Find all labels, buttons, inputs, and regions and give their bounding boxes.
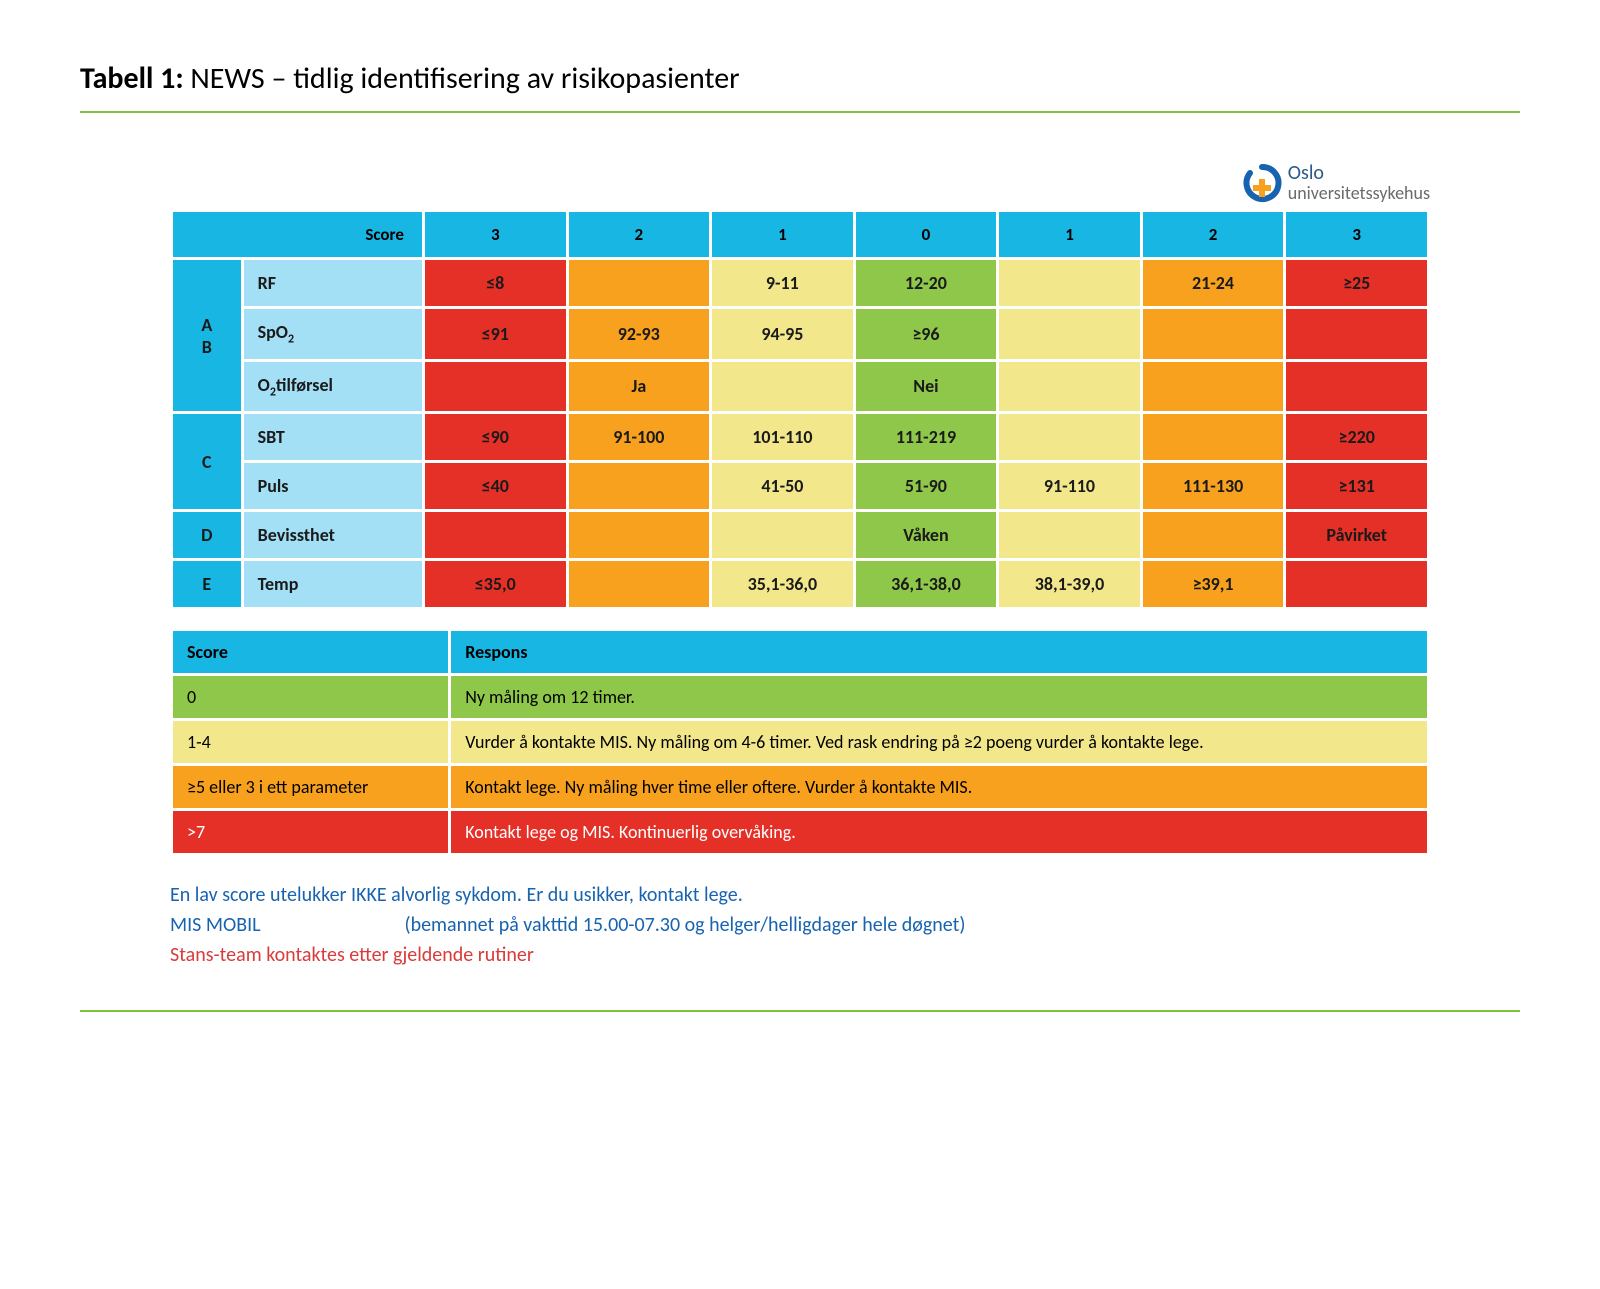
score-header: 1 [712, 212, 853, 257]
mis-mobil-label: MIS MOBIL [170, 910, 400, 940]
score-cell: 92-93 [569, 309, 710, 359]
score-cell: ≥25 [1286, 260, 1427, 306]
score-cell: 91-100 [569, 414, 710, 460]
divider-top [80, 111, 1520, 113]
response-score: ≥5 eller 3 i ett parameter [173, 766, 448, 808]
logo-line2: universitetssykehus [1288, 184, 1430, 203]
score-cell [569, 512, 710, 558]
score-cell [569, 463, 710, 509]
score-cell: 41-50 [712, 463, 853, 509]
score-cell: 36,1-38,0 [856, 561, 997, 607]
logo-line1: Oslo [1288, 163, 1430, 184]
response-text: Vurder å kontakte MIS. Ny måling om 4-6 … [451, 721, 1427, 763]
score-cell: ≤91 [425, 309, 566, 359]
notes-block: En lav score utelukker IKKE alvorlig syk… [170, 880, 1430, 970]
score-cell: ≤35,0 [425, 561, 566, 607]
score-cell: ≥131 [1286, 463, 1427, 509]
score-cell [1143, 414, 1284, 460]
score-cell: Ja [569, 362, 710, 412]
title-rest: NEWS – tidlig identifisering av risikopa… [184, 60, 740, 97]
score-cell [569, 260, 710, 306]
group-label: D [173, 512, 241, 558]
response-text: Kontakt lege og MIS. Kontinuerlig overvå… [451, 811, 1427, 853]
score-cell: Våken [856, 512, 997, 558]
response-score: 1-4 [173, 721, 448, 763]
title-bold: Tabell 1: [80, 60, 184, 97]
score-header: 1 [999, 212, 1140, 257]
score-cell [1143, 309, 1284, 359]
score-cell: 12-20 [856, 260, 997, 306]
score-cell [569, 561, 710, 607]
parameter-label: Temp [244, 561, 422, 607]
response-score: 0 [173, 676, 448, 718]
score-cell [999, 309, 1140, 359]
score-cell: 94-95 [712, 309, 853, 359]
score-cell: ≤40 [425, 463, 566, 509]
score-cell: 91-110 [999, 463, 1140, 509]
score-header: 3 [425, 212, 566, 257]
score-cell: 38,1-39,0 [999, 561, 1140, 607]
response-text: Kontakt lege. Ny måling hver time eller … [451, 766, 1427, 808]
score-cell [999, 414, 1140, 460]
score-cell: 101-110 [712, 414, 853, 460]
note-line1: En lav score utelukker IKKE alvorlig syk… [170, 880, 1430, 910]
group-label: A B [173, 260, 241, 411]
score-cell [999, 362, 1140, 412]
score-cell [1143, 512, 1284, 558]
score-cell: ≥96 [856, 309, 997, 359]
note-line2: MIS MOBIL (bemannet på vakttid 15.00-07.… [170, 910, 1430, 940]
score-cell [712, 512, 853, 558]
score-cell: 111-130 [1143, 463, 1284, 509]
note-line3: Stans-team kontaktes etter gjeldende rut… [170, 940, 1430, 970]
score-cell [425, 362, 566, 412]
parameter-label: Puls [244, 463, 422, 509]
logo-icon [1242, 163, 1282, 203]
score-header: 0 [856, 212, 997, 257]
hospital-logo: Oslo universitetssykehus [1242, 163, 1430, 203]
score-header: 3 [1286, 212, 1427, 257]
parameter-label: Bevissthet [244, 512, 422, 558]
score-cell: ≥220 [1286, 414, 1427, 460]
response-score: >7 [173, 811, 448, 853]
divider-bottom [80, 1010, 1520, 1012]
score-cell [1286, 362, 1427, 412]
logo-row: Oslo universitetssykehus [170, 163, 1430, 203]
score-cell: 35,1-36,0 [712, 561, 853, 607]
score-cell: 21-24 [1143, 260, 1284, 306]
score-cell: Nei [856, 362, 997, 412]
score-cell: Påvirket [1286, 512, 1427, 558]
score-cell: ≤90 [425, 414, 566, 460]
response-text: Ny måling om 12 timer. [451, 676, 1427, 718]
parameter-label: SBT [244, 414, 422, 460]
score-cell [1286, 309, 1427, 359]
response-header: Score [173, 631, 448, 673]
score-header: 2 [1143, 212, 1284, 257]
parameter-label: SpO2 [244, 309, 422, 359]
score-cell: 9-11 [712, 260, 853, 306]
score-cell [999, 512, 1140, 558]
page-title: Tabell 1: NEWS – tidlig identifisering a… [80, 60, 1520, 97]
score-cell [1286, 561, 1427, 607]
score-label-header: Score [173, 212, 422, 257]
score-cell: ≤8 [425, 260, 566, 306]
score-header: 2 [569, 212, 710, 257]
mis-mobil-hours: (bemannet på vakttid 15.00-07.30 og helg… [405, 913, 966, 937]
score-cell [1143, 362, 1284, 412]
group-label: C [173, 414, 241, 509]
score-cell [712, 362, 853, 412]
news-score-table: Score3210123A BRF≤89-1112-2021-24≥25SpO2… [170, 209, 1430, 610]
score-cell: 51-90 [856, 463, 997, 509]
score-cell [999, 260, 1140, 306]
group-label: E [173, 561, 241, 607]
response-header: Respons [451, 631, 1427, 673]
parameter-label: RF [244, 260, 422, 306]
score-cell: ≥39,1 [1143, 561, 1284, 607]
score-cell [425, 512, 566, 558]
response-table: ScoreRespons0Ny måling om 12 timer.1-4Vu… [170, 628, 1430, 856]
parameter-label: O2tilførsel [244, 362, 422, 412]
score-cell: 111-219 [856, 414, 997, 460]
